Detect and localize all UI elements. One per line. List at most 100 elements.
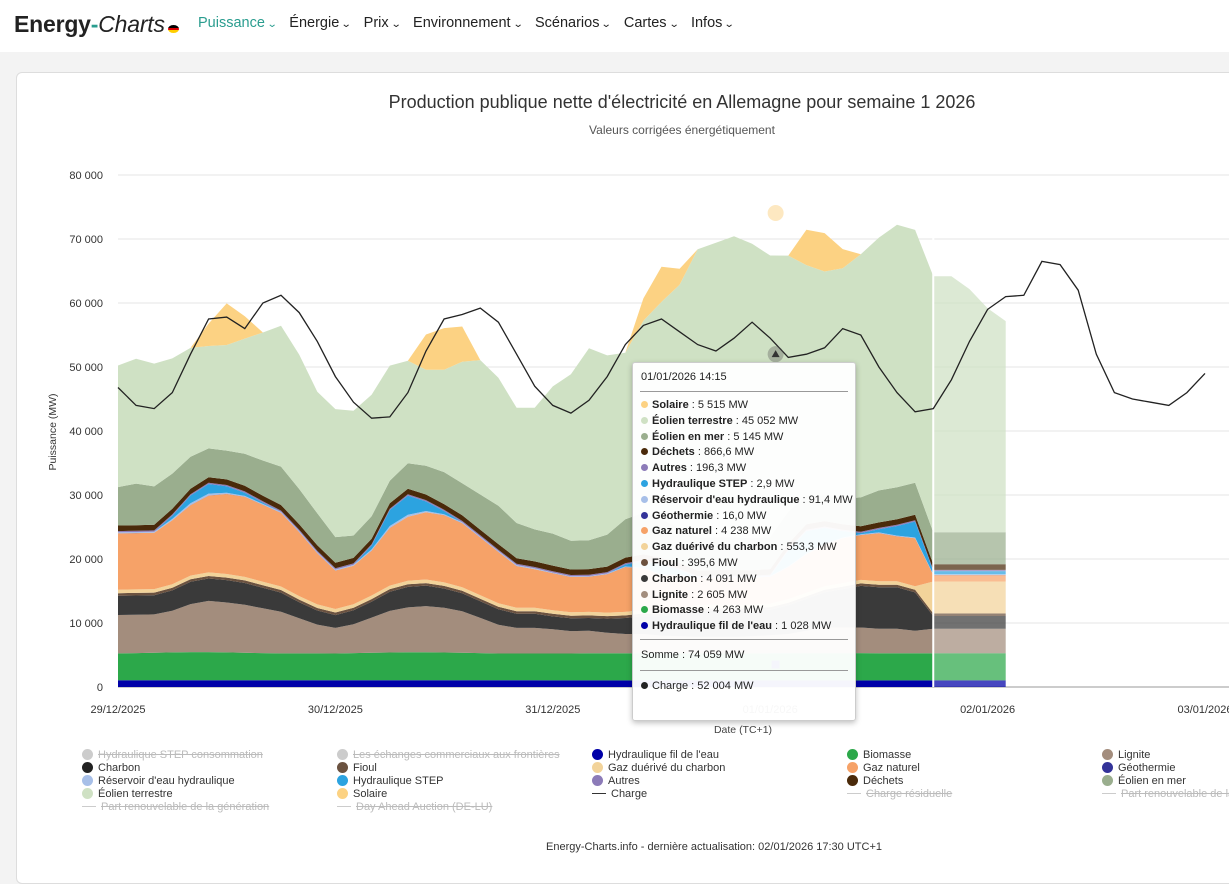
legend-item[interactable]: Éolien terrestre [82,788,173,801]
tooltip-row-label: Solaire [652,399,689,411]
legend-item[interactable]: Autres [592,775,640,788]
legend-item[interactable]: Déchets [847,775,903,788]
area-autres-forecast[interactable] [933,570,1005,571]
legend-item[interactable]: Éolien en mer [1102,775,1186,788]
area-biomasse-forecast[interactable] [933,653,1005,680]
legend-label: Biomasse [863,749,911,761]
tooltip-row-label: Fioul [652,557,678,569]
series-dot-icon [641,480,648,487]
tooltip-row-value: 45 052 MW [742,415,798,427]
series-dot-icon [641,543,648,550]
legend-dot-icon [1102,749,1113,760]
legend-label: Gaz naturel [863,762,920,774]
tooltip-row: Géothermie : 16,0 MW [641,509,847,525]
legend-dot-icon [1102,775,1113,786]
tooltip-row: Éolien en mer : 5 145 MW [641,430,847,446]
legend-label: Gaz duérivé du charbon [608,762,725,774]
tooltip-row-label: Gaz duérivé du charbon [652,541,777,553]
y-tick-label: 30 000 [69,490,103,502]
chart-title: Production publique nette d'électricité … [389,92,976,112]
legend-item[interactable]: Biomasse [847,749,911,762]
tooltip-row: Solaire : 5 515 MW [641,398,847,414]
legend-label: Hydraulique STEP [353,775,444,787]
tooltip-row-label: Déchets [652,446,695,458]
legend-item[interactable]: Part renouvelable de la charge [1102,788,1229,801]
legend-item[interactable]: Hydraulique STEP [337,775,444,788]
area-d-chets-forecast[interactable] [933,564,1005,570]
tooltip-row: Hydraulique fil de l'eau : 1 028 MW [641,619,847,635]
tooltip-sum-value: 74 059 MW [688,649,744,661]
last-update-footer: Energy-Charts.info - dernière actualisat… [546,841,882,853]
legend-dot-icon [847,775,858,786]
series-dot-icon [641,512,648,519]
legend-item[interactable]: Fioul [337,762,377,775]
chart-subtitle: Valeurs corrigées énergétiquement [589,123,776,137]
legend-label: Solaire [353,788,387,800]
legend-item[interactable]: Gaz naturel [847,762,920,775]
area-charbon-forecast[interactable] [933,616,1005,629]
tooltip-row: Gaz duérivé du charbon : 553,3 MW [641,540,847,556]
legend-item[interactable]: Hydraulique fil de l'eau [592,749,719,762]
tooltip-row: Fioul : 395,6 MW [641,556,847,572]
legend-dot-icon [82,762,93,773]
area--olien-en-mer-forecast[interactable] [933,532,1005,564]
legend-dot-icon [592,749,603,760]
legend-item[interactable]: Day Ahead Auction (DE-LU) [337,801,492,814]
legend-label: Géothermie [1118,762,1175,774]
tooltip-row: Éolien terrestre : 45 052 MW [641,414,847,430]
legend-dot-icon [337,775,348,786]
y-tick-label: 10 000 [69,618,103,630]
series-dot-icon [641,575,648,582]
legend-label: Déchets [863,775,903,787]
legend-item[interactable]: Géothermie [1102,762,1175,775]
legend-item[interactable]: Gaz duérivé du charbon [592,762,725,775]
legend-item[interactable]: Part renouvelable de la génération [82,801,269,814]
series-dot-icon [641,417,648,424]
legend-label: Fioul [353,762,377,774]
legend-dot-icon [847,762,858,773]
legend-item[interactable]: Hydraulique STEP consommation [82,749,263,762]
series-dot-icon [641,496,648,503]
legend-label: Part renouvelable de la génération [101,801,269,813]
area-gaz-naturel-forecast[interactable] [933,575,1005,581]
legend-item[interactable]: Charge résiduelle [847,788,952,801]
tooltip-row-label: Hydraulique fil de l'eau [652,620,772,632]
area-hydraulique-fil-de-l-eau-forecast[interactable] [933,680,1005,687]
area-r-servoir-d-eau-hydraulique-forecast[interactable] [933,574,1005,575]
legend-item[interactable]: Solaire [337,788,387,801]
tooltip-row-value: 4 238 MW [721,525,771,537]
legend-label: Charge [611,788,647,800]
x-tick-label: 31/12/2025 [525,704,580,716]
legend-item[interactable]: Les échanges commerciaux aux frontières [337,749,560,762]
tooltip-row-value: 553,3 MW [786,541,836,553]
area-hydraulique-step-forecast[interactable] [933,571,1005,574]
tooltip-row-label: Géothermie [652,510,713,522]
area--olien-terrestre-forecast[interactable] [933,276,1005,532]
legend-label: Hydraulique STEP consommation [98,749,263,761]
legend-dot-icon [592,775,603,786]
hover-marker-solaire [768,205,784,221]
tooltip-sum: Somme : 74 059 MW [633,640,855,670]
legend-item[interactable]: Charge [592,788,647,801]
area-lignite-forecast[interactable] [933,629,1005,653]
legend-label: Day Ahead Auction (DE-LU) [356,801,492,813]
legend-item[interactable]: Charbon [82,762,140,775]
tooltip-row: Réservoir d'eau hydraulique : 91,4 MW [641,493,847,509]
y-tick-label: 50 000 [69,362,103,374]
tooltip-row: Charbon : 4 091 MW [641,572,847,588]
tooltip-time: 01/01/2026 14:15 [633,363,855,391]
y-tick-label: 70 000 [69,234,103,246]
legend-item[interactable]: Réservoir d'eau hydraulique [82,775,235,788]
legend-label: Les échanges commerciaux aux frontières [353,749,560,761]
legend-item[interactable]: Lignite [1102,749,1150,762]
area-fioul-forecast[interactable] [933,614,1005,617]
x-tick-label: 29/12/2025 [90,704,145,716]
legend-label: Hydraulique fil de l'eau [608,749,719,761]
tooltip-row-value: 2,9 MW [757,478,795,490]
legend-dot-icon [337,749,348,760]
tooltip-row-value: 91,4 MW [809,494,853,506]
tooltip-row: Déchets : 866,6 MW [641,445,847,461]
area-gaz-du-riv-du-charbon-forecast[interactable] [933,582,1005,614]
